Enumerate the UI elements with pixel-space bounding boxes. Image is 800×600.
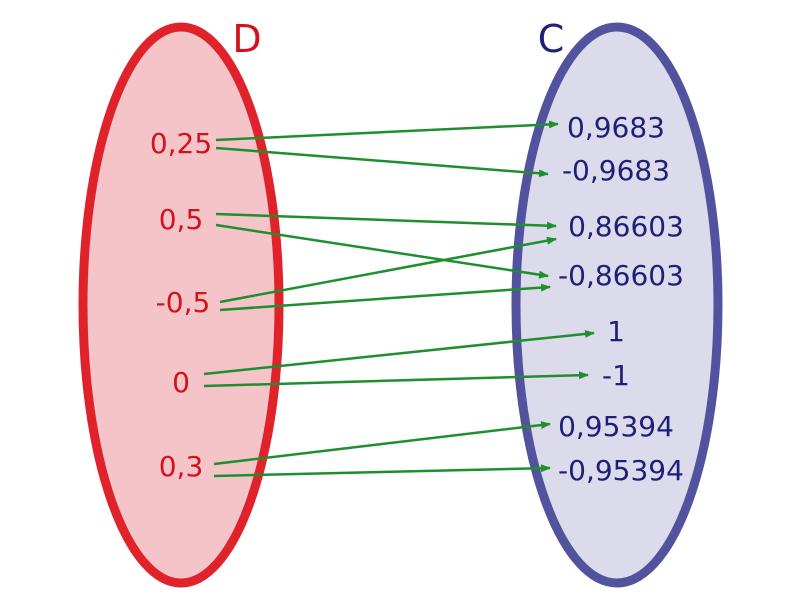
codomain-element: 0,95394	[558, 410, 674, 443]
codomain-set-ellipse	[511, 22, 723, 588]
codomain-element: 1	[607, 315, 625, 348]
codomain-element: 0,86603	[568, 210, 684, 243]
mapping-arrow	[213, 464, 551, 478]
domain-element: -0,5	[156, 286, 211, 319]
domain-element: 0,3	[159, 450, 204, 483]
domain-element: 0,25	[150, 127, 212, 160]
codomain-element: -0,86603	[558, 259, 684, 292]
mapping-arrow	[203, 329, 595, 376]
mapping-arrow	[215, 212, 557, 230]
codomain-set-title: C	[538, 17, 565, 61]
codomain-element: -0,95394	[558, 454, 684, 487]
mapping-arrow	[219, 283, 551, 312]
codomain-element: 0,9683	[567, 111, 665, 144]
mapping-arrow	[215, 223, 549, 279]
mapping-arrow	[215, 120, 559, 142]
mapping-arrow	[219, 236, 557, 304]
domain-element: 0,5	[159, 203, 204, 236]
domain-set-title: D	[232, 17, 261, 61]
domain-element: 0	[172, 366, 190, 399]
codomain-element: -1	[602, 359, 630, 392]
mapping-arrow	[213, 421, 551, 466]
codomain-element: -0,9683	[562, 154, 670, 187]
mapping-arrow	[203, 371, 589, 388]
mapping-arrow	[215, 146, 549, 178]
